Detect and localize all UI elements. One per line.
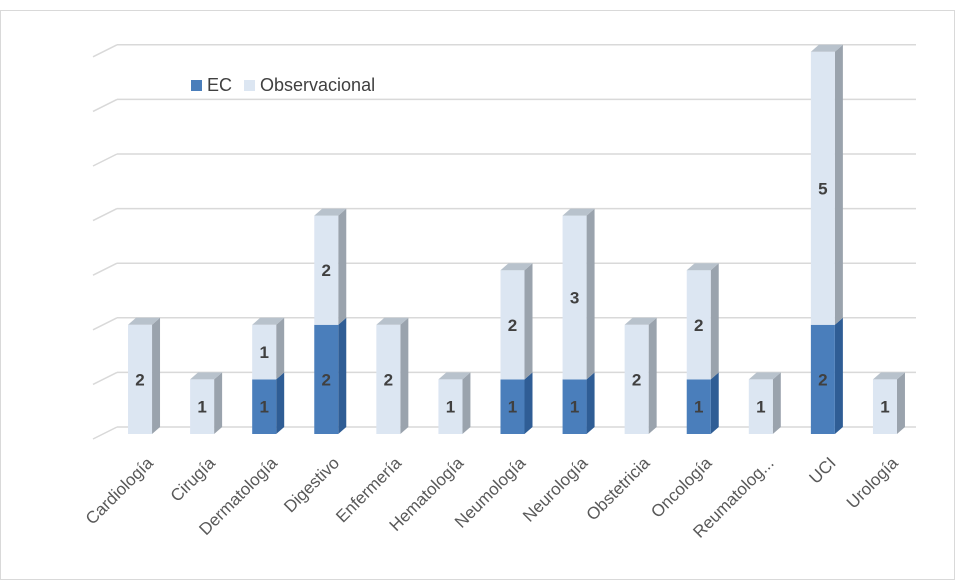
bar-side-ec xyxy=(524,372,533,434)
bar-side-ec xyxy=(710,372,719,434)
data-label-observacional: 2 xyxy=(694,316,703,335)
bar-top-observacional xyxy=(810,44,843,52)
bar-ec xyxy=(314,324,339,434)
bar-observacional xyxy=(128,324,153,434)
bar-side-ec xyxy=(834,317,843,434)
bars xyxy=(128,44,905,434)
data-label-observacional: 3 xyxy=(570,289,579,308)
bar-ec xyxy=(686,379,711,434)
legend-swatch-observacional xyxy=(244,80,256,91)
data-label-observacional: 1 xyxy=(756,398,765,417)
bar-top-observacional xyxy=(190,372,223,380)
bar-observacional xyxy=(314,215,339,325)
bar-top-observacional xyxy=(748,372,781,380)
category-label: UCI xyxy=(806,453,840,487)
bar-side-observacional xyxy=(710,263,719,380)
category-label: Neurología xyxy=(519,453,592,526)
legend-item-observacional: Observacional xyxy=(244,75,375,96)
data-label-observacional: 1 xyxy=(880,398,889,417)
bar-observacional xyxy=(438,379,463,434)
data-label-observacional: 2 xyxy=(135,370,144,389)
bar-side-observacional xyxy=(834,44,843,325)
data-label-ec: 1 xyxy=(694,398,703,417)
bar-side-observacional xyxy=(276,317,285,380)
bar-ec xyxy=(562,379,587,434)
data-label-observacional: 2 xyxy=(508,316,517,335)
bar-observacional xyxy=(810,51,835,325)
bar-top-observacional xyxy=(872,372,905,380)
bar-ec xyxy=(252,379,277,434)
bar-side-observacional xyxy=(524,263,533,380)
data-label-observacional: 5 xyxy=(818,179,827,198)
bar-side-observacional xyxy=(648,317,657,434)
bar-side-ec xyxy=(586,372,595,434)
legend: EC Observacional xyxy=(191,75,387,96)
data-label-observacional: 2 xyxy=(322,261,331,280)
bar-observacional xyxy=(686,270,711,380)
bar-side-ec xyxy=(276,372,285,434)
bar-side-observacional xyxy=(586,208,595,380)
data-label-observacional: 1 xyxy=(259,343,268,362)
category-label: Obstetricia xyxy=(583,453,654,524)
gridline-depth xyxy=(92,153,118,167)
data-label-ec: 1 xyxy=(508,398,517,417)
bar-observacional xyxy=(624,324,649,434)
gridline-depth xyxy=(92,44,118,58)
legend-item-ec: EC xyxy=(191,75,232,96)
data-label-observacional: 2 xyxy=(384,370,393,389)
data-label-observacional: 1 xyxy=(446,398,455,417)
bar-observacional xyxy=(500,270,525,380)
bar-top-observacional xyxy=(438,372,471,380)
bar-side-observacional xyxy=(152,317,161,434)
bar-top-observacional xyxy=(624,317,657,325)
gridline-depth xyxy=(92,317,118,331)
bar-top-observacional xyxy=(562,208,595,216)
category-label: Cirugía xyxy=(167,453,220,506)
bar-observacional xyxy=(872,379,897,434)
bar-observacional xyxy=(252,324,277,380)
legend-label-observacional: Observacional xyxy=(260,75,376,95)
data-label-ec: 1 xyxy=(259,398,268,417)
category-label: Cardiología xyxy=(82,453,157,528)
bar-observacional xyxy=(190,379,215,434)
bar-top-observacional xyxy=(376,317,409,325)
bar-top-observacional xyxy=(314,208,347,216)
bar-top-observacional xyxy=(500,263,533,271)
data-label-ec: 2 xyxy=(818,370,827,389)
gridline-depth xyxy=(92,371,118,386)
bar-side-observacional xyxy=(772,372,781,434)
bar-top-observacional xyxy=(252,317,285,325)
category-label: Digestivo xyxy=(280,453,343,516)
bar-ec xyxy=(500,379,525,434)
bar-side-observacional xyxy=(462,372,471,434)
bar-ec xyxy=(810,324,835,434)
bar-top-observacional xyxy=(128,317,161,325)
bar-top-observacional xyxy=(686,263,719,271)
legend-swatch-ec xyxy=(191,80,202,91)
gridline-depth xyxy=(92,262,118,276)
data-labels: 2 1 1 1 2 2 2 1 1 2 1 3 2 1 2 1 2 5 1 xyxy=(135,179,889,416)
bar-observacional xyxy=(748,379,773,434)
bar-side-observacional xyxy=(400,317,409,434)
gridline-depth xyxy=(92,426,118,440)
category-label: Urología xyxy=(843,453,902,512)
bar-side-observacional xyxy=(338,208,347,325)
data-label-ec: 1 xyxy=(570,398,579,417)
stacked-bar-chart: 2 1 1 1 2 2 2 1 1 2 1 3 2 1 2 1 2 5 1 Cardiología CirugíaDe… xyxy=(82,44,916,542)
bar-side-ec xyxy=(338,317,347,434)
data-label-observacional: 2 xyxy=(632,370,641,389)
bar-observacional xyxy=(376,324,401,434)
bar-side-observacional xyxy=(214,372,223,434)
data-label-observacional: 1 xyxy=(197,398,206,417)
bar-side-observacional xyxy=(896,372,905,434)
bar-observacional xyxy=(562,215,587,380)
gridline-depth xyxy=(92,207,118,222)
legend-label-ec: EC xyxy=(207,75,233,95)
data-label-ec: 2 xyxy=(322,370,331,389)
gridline-depth xyxy=(92,98,118,113)
chart-area: 2 1 1 1 2 2 2 1 1 2 1 3 2 1 2 1 2 5 1 Cardiología Cirugía De… xyxy=(0,10,955,580)
